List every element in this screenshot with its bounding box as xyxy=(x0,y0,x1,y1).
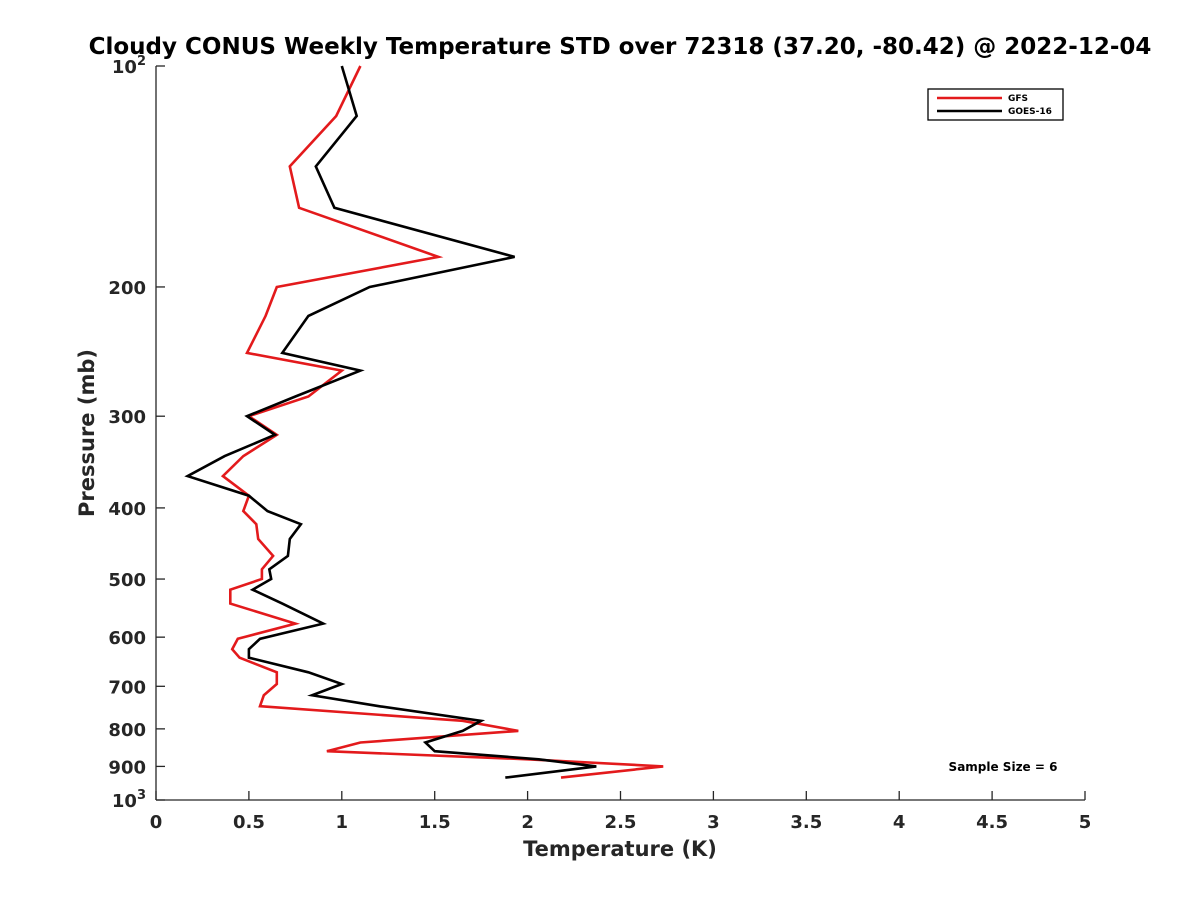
sample-size-annotation: Sample Size = 6 xyxy=(949,760,1058,774)
series-line-gfs xyxy=(220,65,664,779)
x-tick-label: 1.5 xyxy=(419,812,451,833)
y-tick-label: 800 xyxy=(108,720,146,741)
x-tick-label: 5 xyxy=(1079,812,1092,833)
y-tick-label: 500 xyxy=(108,570,146,591)
series-layer xyxy=(184,65,664,779)
chart-title: Cloudy CONUS Weekly Temperature STD over… xyxy=(89,34,1152,60)
legend: GFS GOES-16 xyxy=(927,88,1064,121)
x-tick-label: 0 xyxy=(150,812,163,833)
x-tick-label: 2.5 xyxy=(605,812,637,833)
x-tick-label: 0.5 xyxy=(233,812,265,833)
y-tick-label: 300 xyxy=(108,407,146,428)
x-tick-label: 3.5 xyxy=(790,812,822,833)
x-tick-label: 3 xyxy=(707,812,720,833)
x-axis-label: Temperature (K) xyxy=(523,837,717,861)
y-axis-label: Pressure (mb) xyxy=(75,349,99,517)
y-tick-label: 200 xyxy=(108,278,146,299)
y-tick-label-power: 102 xyxy=(112,54,146,78)
series-line-goes16 xyxy=(184,65,597,779)
y-tick-label: 700 xyxy=(108,677,146,698)
y-tick-label: 900 xyxy=(108,757,146,778)
x-tick-label: 4.5 xyxy=(976,812,1008,833)
axes: 0 0.5 1 1.5 2 2.5 3 3.5 4 4.5 5 200 300 400 500 600 700 8… xyxy=(108,54,1091,833)
x-tick-label: 2 xyxy=(521,812,534,833)
x-tick-label: 4 xyxy=(893,812,906,833)
y-tick-label: 400 xyxy=(108,499,146,520)
y-tick-label: 600 xyxy=(108,628,146,649)
legend-box xyxy=(927,88,1064,121)
legend-label-gfs: GFS xyxy=(1008,94,1028,104)
x-tick-label: 1 xyxy=(336,812,349,833)
legend-label-goes16: GOES-16 xyxy=(1008,107,1052,117)
y-tick-label-power: 103 xyxy=(112,788,146,812)
